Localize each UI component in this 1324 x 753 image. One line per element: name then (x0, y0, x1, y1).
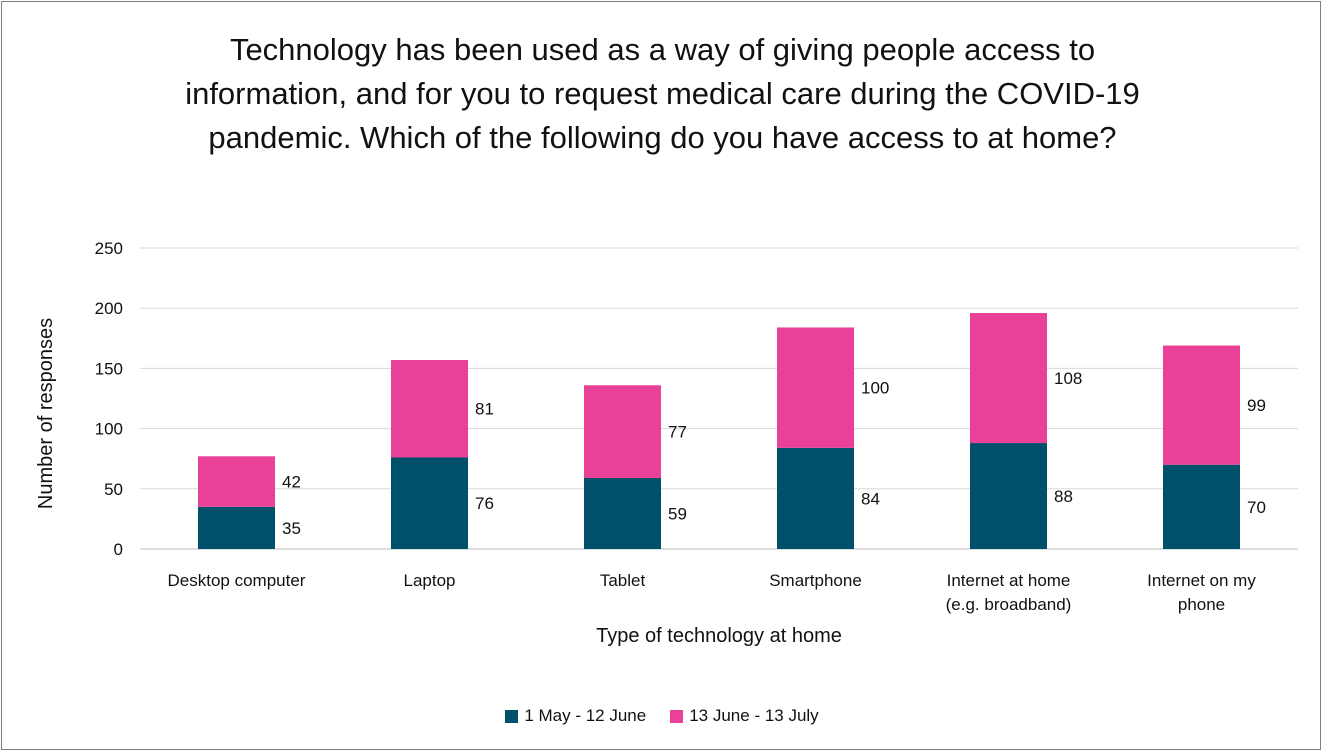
data-label: 99 (1247, 396, 1266, 415)
bar-series-1 (391, 457, 468, 549)
x-tick-label: Laptop (404, 571, 456, 590)
y-tick-label: 100 (95, 420, 123, 439)
data-label: 70 (1247, 498, 1266, 517)
legend-swatch-series-1 (505, 709, 519, 723)
chart-title: Technology has been used as a way of giv… (185, 32, 1140, 155)
x-tick-label: Internet on my (1147, 571, 1256, 590)
y-tick-label: 0 (114, 540, 123, 559)
y-tick-label: 50 (104, 480, 123, 499)
data-label: 35 (282, 519, 301, 538)
bar-series-1 (1163, 464, 1240, 549)
bar-series-2 (777, 327, 854, 448)
x-axis-title: Type of technology at home (596, 625, 842, 647)
data-label: 88 (1054, 487, 1073, 506)
bar-series-1 (970, 443, 1047, 549)
bar-series-2 (1163, 345, 1240, 465)
x-tick-label: Tablet (600, 571, 646, 590)
data-label: 100 (861, 379, 889, 398)
data-label: 76 (475, 494, 494, 513)
data-label: 108 (1054, 369, 1082, 388)
legend-label-series-1: 1 May - 12 June (524, 706, 647, 725)
legend-item-series-1: 1 May - 12 June (505, 706, 646, 726)
bar-series-2 (970, 313, 1047, 444)
data-label: 59 (668, 504, 687, 523)
bar-series-2 (198, 456, 275, 507)
bar-series-2 (584, 385, 661, 478)
x-tick-label: (e.g. broadband) (946, 595, 1072, 614)
y-tick-label: 250 (95, 239, 123, 258)
x-tick-label: Internet at home (947, 571, 1071, 590)
x-tick-label: phone (1178, 595, 1225, 614)
data-label: 77 (668, 423, 687, 442)
y-tick-label: 200 (95, 299, 123, 318)
bar-series-1 (584, 477, 661, 549)
y-tick-label: 150 (95, 359, 123, 378)
legend: 1 May - 12 June 13 June - 13 July (0, 706, 1324, 726)
legend-item-series-2: 13 June - 13 July (670, 706, 819, 726)
x-tick-label: Smartphone (769, 571, 862, 590)
data-label: 81 (475, 400, 494, 419)
data-label: 42 (282, 473, 301, 492)
bar-series-1 (777, 447, 854, 549)
data-label: 84 (861, 489, 880, 508)
x-tick-label: Desktop computer (168, 571, 306, 590)
legend-label-series-2: 13 June - 13 July (689, 706, 819, 725)
bar-series-1 (198, 506, 275, 549)
bar-series-2 (391, 359, 468, 458)
legend-swatch-series-2 (670, 709, 684, 723)
y-axis-title: Number of responses (35, 318, 57, 509)
